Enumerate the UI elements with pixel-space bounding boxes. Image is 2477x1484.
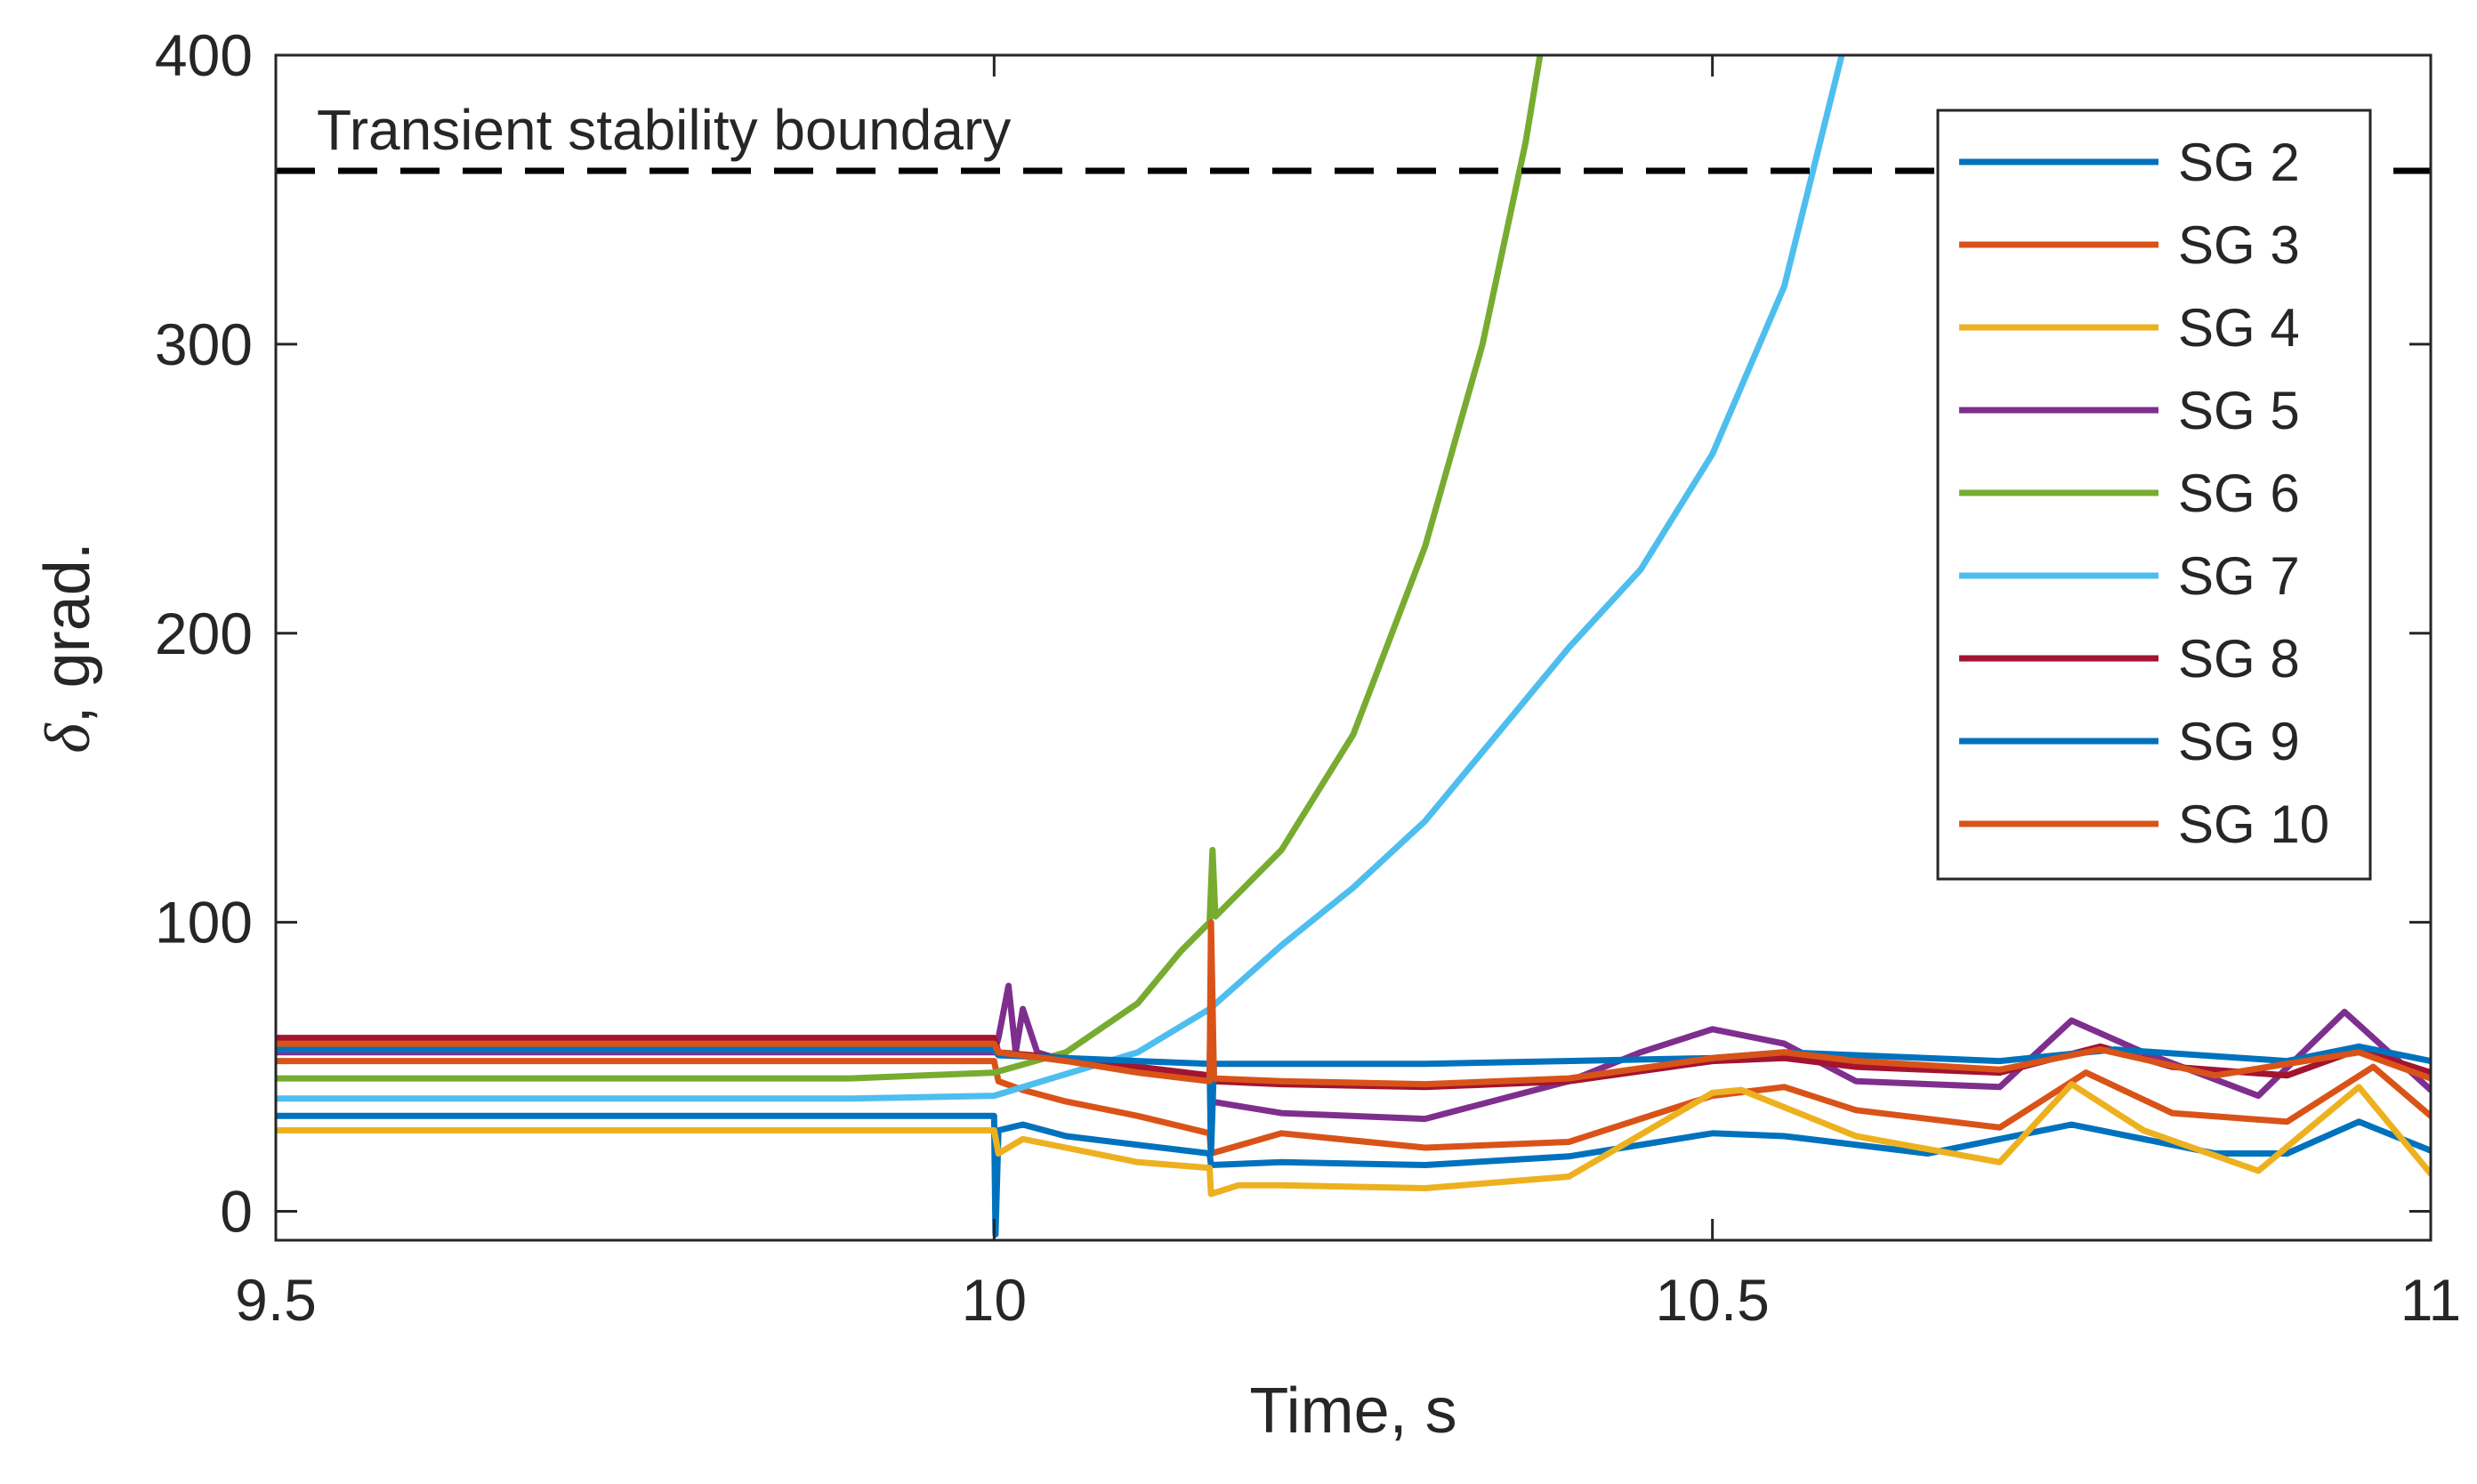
x-tick-label: 11 xyxy=(2400,1267,2462,1333)
legend-label: SG 5 xyxy=(2178,381,2300,440)
y-tick-label: 400 xyxy=(155,22,253,88)
legend-label: SG 9 xyxy=(2178,712,2300,771)
x-tick-label: 10.5 xyxy=(1655,1267,1769,1333)
series-layer xyxy=(276,55,2431,1238)
legend-label: SG 6 xyxy=(2178,464,2300,523)
series-line-sg-10 xyxy=(276,919,2431,1088)
legend-label: SG 4 xyxy=(2178,298,2300,358)
y-axis-symbol: δ xyxy=(32,722,103,754)
series-line-sg-4 xyxy=(276,1081,2431,1198)
y-tick-label: 300 xyxy=(155,311,253,377)
y-tick-label: 200 xyxy=(155,601,253,666)
legend-label: SG 7 xyxy=(2178,546,2300,606)
legend: SG 2 SG 3 SG 4 SG 5 SG 6 SG 7 SG 8 SG 9 SG 10 xyxy=(1936,109,2372,881)
series-line-sg-3 xyxy=(276,1058,2431,1157)
series-line-sg-6 xyxy=(276,55,1544,1082)
legend-label: SG 10 xyxy=(2178,794,2329,854)
y-axis-title: δ, grad. xyxy=(32,542,103,754)
ticks-layer: 9.5 10 10.5 11 0 100 200 300 400 xyxy=(155,22,2461,1333)
series-line-sg-7 xyxy=(276,55,1845,1102)
y-axis-unit: , grad. xyxy=(32,542,103,723)
x-tick-label: 9.5 xyxy=(235,1267,317,1333)
y-tick-label: 100 xyxy=(155,890,253,956)
legend-label: SG 3 xyxy=(2178,215,2300,275)
legend-label: SG 2 xyxy=(2178,133,2300,192)
series-line-sg-5 xyxy=(276,982,2431,1123)
x-tick-label: 10 xyxy=(962,1267,1027,1333)
legend-items: SG 2 SG 3 SG 4 SG 5 SG 6 SG 7 SG 8 SG 9 SG 10 xyxy=(1959,133,2329,854)
stability-boundary-label: Transient stability boundary xyxy=(317,98,1011,162)
legend-label: SG 8 xyxy=(2178,629,2300,689)
y-tick-label: 0 xyxy=(220,1179,253,1245)
x-axis-title: Time, s xyxy=(1249,1375,1456,1447)
plot-frame xyxy=(274,53,2433,1242)
